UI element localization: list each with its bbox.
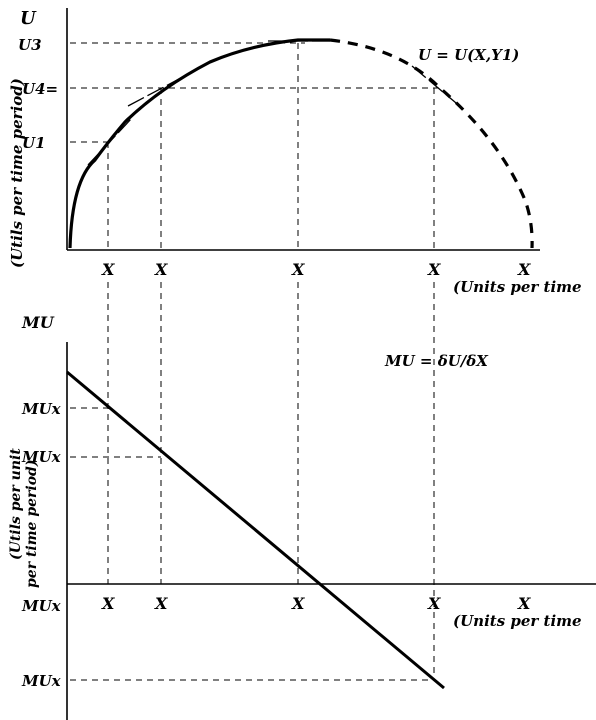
mu-tick-label-3: MUx	[21, 597, 62, 615]
bottom-y-axis-symbol: MU	[21, 313, 55, 332]
tangent-at-x1	[87, 117, 133, 166]
top-y-axis-symbol: U	[20, 8, 37, 29]
top-x-tick-1: X	[101, 260, 115, 279]
top-x-tick-2: X	[154, 260, 168, 279]
bottom-y-axis-unit-line2: per time period)	[24, 460, 40, 588]
mu-tick-label-4: MUx	[21, 672, 62, 690]
total-utility-curve-declining	[329, 38, 534, 249]
top-x-tick-5: X	[517, 260, 531, 279]
u1-tick-label: U1	[22, 134, 46, 152]
bottom-x-tick-5: X	[517, 594, 531, 613]
mu-tick-label-2: MUx	[21, 448, 62, 466]
bottom-x-tick-3: X	[291, 594, 305, 613]
top-y-axis-unit: (Utils per time period)	[8, 78, 26, 268]
bottom-x-tick-4: X	[427, 594, 441, 613]
bottom-y-axis-unit-line1: (Utils per unit	[8, 448, 24, 560]
top-equation: U = U(X,Y1)	[418, 46, 519, 64]
top-x-axis-unit: (Units per time	[453, 278, 582, 296]
mu-tick-label-1: MUx	[21, 400, 62, 418]
tangent-at-x2	[127, 69, 197, 107]
u4-tick-label: U4=	[22, 80, 58, 98]
tangent-at-x4	[411, 65, 463, 109]
marginal-utility-line	[66, 370, 445, 690]
top-x-tick-3: X	[291, 260, 305, 279]
total-utility-curve	[68, 38, 330, 249]
bottom-x-axis-unit: (Units per time	[453, 612, 582, 630]
bottom-x-tick-2: X	[154, 594, 168, 613]
bottom-x-tick-1: X	[101, 594, 115, 613]
bottom-equation: MU = δU/δX	[384, 352, 489, 370]
u3-tick-label: U3	[18, 36, 42, 54]
top-x-tick-4: X	[427, 260, 441, 279]
